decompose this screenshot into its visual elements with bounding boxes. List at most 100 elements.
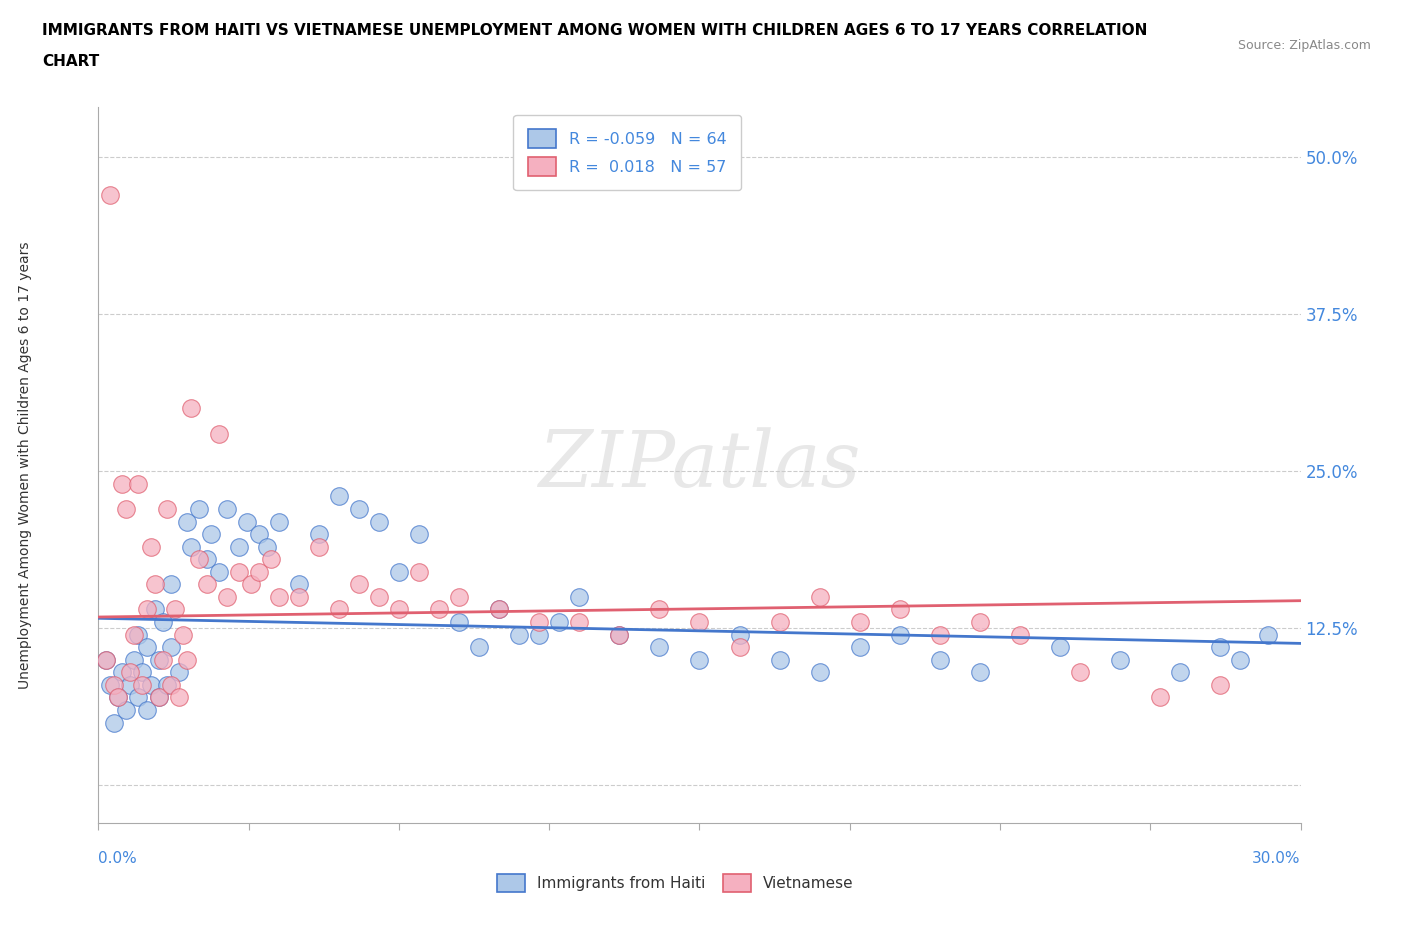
Point [208, 426, 231, 441]
Text: 30.0%: 30.0% [1253, 851, 1301, 866]
Point [1109, 652, 1132, 667]
Point [100, 677, 122, 692]
Point [120, 677, 142, 692]
Point [111, 476, 134, 491]
Point [728, 627, 751, 642]
Point [128, 476, 150, 491]
Point [568, 590, 591, 604]
Point [143, 577, 166, 591]
Point [135, 640, 157, 655]
Point [167, 690, 190, 705]
Text: ZIPatlas: ZIPatlas [538, 427, 860, 503]
Point [96, 652, 118, 667]
Point [609, 627, 631, 642]
Point [103, 715, 125, 730]
Point [176, 514, 198, 529]
Point [228, 539, 250, 554]
Point [135, 602, 157, 617]
Point [447, 590, 470, 604]
Point [929, 652, 952, 667]
Text: Unemployment Among Women with Children Ages 6 to 17 years: Unemployment Among Women with Children A… [18, 241, 32, 689]
Point [152, 652, 174, 667]
Point [488, 602, 510, 617]
Point [609, 627, 631, 642]
Point [408, 565, 430, 579]
Point [120, 665, 142, 680]
Point [808, 590, 831, 604]
Point [1069, 665, 1091, 680]
Point [155, 677, 177, 692]
Point [215, 590, 238, 604]
Point [1170, 665, 1192, 680]
Point [488, 602, 510, 617]
Point [100, 188, 122, 203]
Point [1209, 677, 1232, 692]
Point [889, 602, 911, 617]
Point [180, 539, 202, 554]
Point [568, 615, 591, 630]
Point [195, 551, 218, 566]
Point [529, 615, 551, 630]
Text: IMMIGRANTS FROM HAITI VS VIETNAMESE UNEMPLOYMENT AMONG WOMEN WITH CHILDREN AGES : IMMIGRANTS FROM HAITI VS VIETNAMESE UNEM… [42, 23, 1147, 38]
Point [1229, 652, 1251, 667]
Point [548, 615, 571, 630]
Point [139, 539, 162, 554]
Point [131, 677, 153, 692]
Point [228, 565, 250, 579]
Point [308, 526, 330, 541]
Point [187, 551, 209, 566]
Legend: Immigrants from Haiti, Vietnamese: Immigrants from Haiti, Vietnamese [491, 868, 860, 897]
Point [148, 652, 170, 667]
Point [152, 615, 174, 630]
Point [115, 702, 138, 717]
Point [103, 677, 125, 692]
Point [288, 590, 311, 604]
Point [163, 602, 186, 617]
Point [148, 690, 170, 705]
Point [128, 690, 150, 705]
Point [929, 627, 952, 642]
Point [468, 640, 491, 655]
Point [768, 652, 790, 667]
Point [172, 627, 194, 642]
Point [107, 690, 129, 705]
Point [176, 652, 198, 667]
Point [180, 401, 202, 416]
Point [247, 526, 270, 541]
Text: Source: ZipAtlas.com: Source: ZipAtlas.com [1237, 39, 1371, 52]
Point [139, 677, 162, 692]
Point [388, 602, 411, 617]
Point [260, 551, 283, 566]
Point [247, 565, 270, 579]
Point [239, 577, 262, 591]
Point [1010, 627, 1032, 642]
Point [111, 665, 134, 680]
Point [187, 501, 209, 516]
Point [368, 590, 391, 604]
Point [508, 627, 530, 642]
Text: CHART: CHART [42, 54, 100, 69]
Point [808, 665, 831, 680]
Point [529, 627, 551, 642]
Point [256, 539, 278, 554]
Point [889, 627, 911, 642]
Point [115, 501, 138, 516]
Point [288, 577, 311, 591]
Point [849, 615, 872, 630]
Point [124, 652, 146, 667]
Point [267, 514, 290, 529]
Point [200, 526, 222, 541]
Point [235, 514, 257, 529]
Point [347, 577, 370, 591]
Point [849, 640, 872, 655]
Point [155, 501, 177, 516]
Point [688, 652, 710, 667]
Point [648, 602, 671, 617]
Point [107, 690, 129, 705]
Point [96, 652, 118, 667]
Point [408, 526, 430, 541]
Text: 0.0%: 0.0% [98, 851, 138, 866]
Point [1209, 640, 1232, 655]
Point [159, 677, 181, 692]
Point [159, 640, 181, 655]
